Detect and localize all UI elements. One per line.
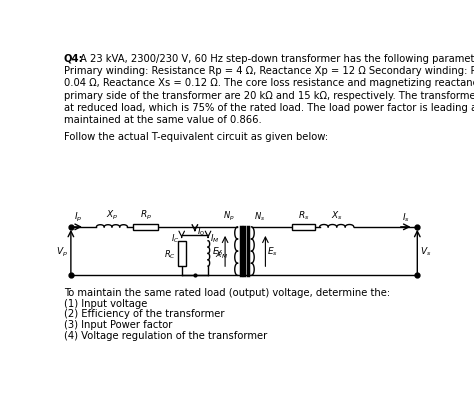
Text: $I_s$: $I_s$ — [402, 211, 410, 223]
Text: $X_s$: $X_s$ — [331, 209, 343, 221]
Text: $V_s$: $V_s$ — [420, 245, 432, 258]
Text: (1) Input voltage: (1) Input voltage — [64, 298, 147, 308]
Text: $E_p$: $E_p$ — [212, 245, 224, 258]
Text: $I_0$: $I_0$ — [197, 225, 205, 237]
Text: Follow the actual T-equivalent circuit as given below:: Follow the actual T-equivalent circuit a… — [64, 132, 328, 142]
Text: $I_M$: $I_M$ — [210, 232, 220, 244]
Text: $N_p$: $N_p$ — [223, 209, 235, 222]
Text: $R_s$: $R_s$ — [298, 209, 309, 222]
Text: primary side of the transformer are 20 kΩ and 15 kΩ, respectively. The transform: primary side of the transformer are 20 k… — [64, 90, 474, 101]
Text: Q4:: Q4: — [64, 54, 83, 64]
Text: $R_C$: $R_C$ — [164, 247, 175, 260]
Text: $I_p$: $I_p$ — [74, 210, 82, 223]
Text: (3) Input Power factor: (3) Input Power factor — [64, 319, 172, 329]
Text: $N_s$: $N_s$ — [254, 210, 265, 222]
Text: $X_M$: $X_M$ — [215, 247, 228, 260]
Bar — [292, 224, 315, 230]
Text: $I_C$: $I_C$ — [171, 232, 179, 244]
Text: 0.04 Ω, Reactance Xs = 0.12 Ω. The core loss resistance and magnetizing reactanc: 0.04 Ω, Reactance Xs = 0.12 Ω. The core … — [64, 78, 474, 88]
Text: A 23 kVA, 2300/230 V, 60 Hz step-down transformer has the following parameter va: A 23 kVA, 2300/230 V, 60 Hz step-down tr… — [80, 54, 474, 64]
Text: $V_p$: $V_p$ — [56, 245, 68, 258]
Text: (4) Voltage regulation of the transformer: (4) Voltage regulation of the transforme… — [64, 330, 267, 340]
Text: at reduced load, which is 75% of the rated load. The load power factor is leadin: at reduced load, which is 75% of the rat… — [64, 103, 474, 113]
Text: (2) Efficiency of the transformer: (2) Efficiency of the transformer — [64, 309, 224, 319]
Bar — [178, 241, 186, 266]
Text: maintained at the same value of 0.866.: maintained at the same value of 0.866. — [64, 115, 262, 125]
Text: Primary winding: Resistance Rp = 4 Ω, Reactance Xp = 12 Ω Secondary winding: Res: Primary winding: Resistance Rp = 4 Ω, Re… — [64, 66, 474, 76]
Text: $X_p$: $X_p$ — [106, 208, 118, 221]
Text: To maintain the same rated load (output) voltage, determine the:: To maintain the same rated load (output)… — [64, 287, 390, 297]
Bar — [133, 224, 158, 230]
Text: $E_s$: $E_s$ — [267, 245, 278, 258]
Text: $R_p$: $R_p$ — [140, 209, 152, 222]
